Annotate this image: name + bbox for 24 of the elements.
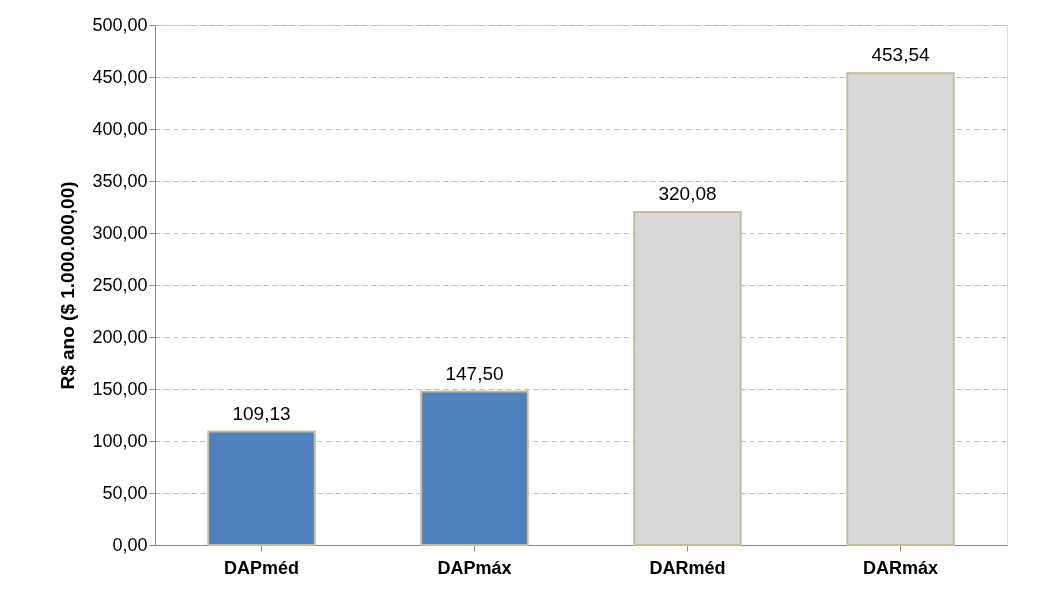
data-label: 109,13 xyxy=(232,402,291,424)
x-tick-label: DAPmáx xyxy=(437,557,512,578)
y-tick-label: 0,00 xyxy=(112,534,148,555)
y-tick-label: 450,00 xyxy=(92,66,148,87)
y-tick-label: 500,00 xyxy=(92,14,148,35)
y-axis-title: R$ ano ($ 1.000.000,00) xyxy=(57,181,79,390)
bar xyxy=(207,430,316,546)
y-tick-label: 400,00 xyxy=(92,118,148,139)
data-label: 147,50 xyxy=(445,362,504,384)
y-tick-label: 200,00 xyxy=(92,326,148,347)
y-tick-label: 350,00 xyxy=(92,170,148,191)
bar xyxy=(420,390,529,546)
data-label: 320,08 xyxy=(658,183,717,205)
y-tick-label: 250,00 xyxy=(92,274,148,295)
y-tick-label: 100,00 xyxy=(92,430,148,451)
bar xyxy=(633,211,742,546)
y-tick-label: 50,00 xyxy=(102,482,148,503)
y-tick-label: 300,00 xyxy=(92,222,148,243)
data-label: 453,54 xyxy=(871,44,930,66)
x-tick-label: DAPméd xyxy=(223,557,300,578)
y-tick-label: 150,00 xyxy=(92,378,148,399)
x-tick-label: DARméd xyxy=(649,557,726,578)
x-tick-label: DARmáx xyxy=(862,557,939,578)
bar xyxy=(846,72,955,546)
